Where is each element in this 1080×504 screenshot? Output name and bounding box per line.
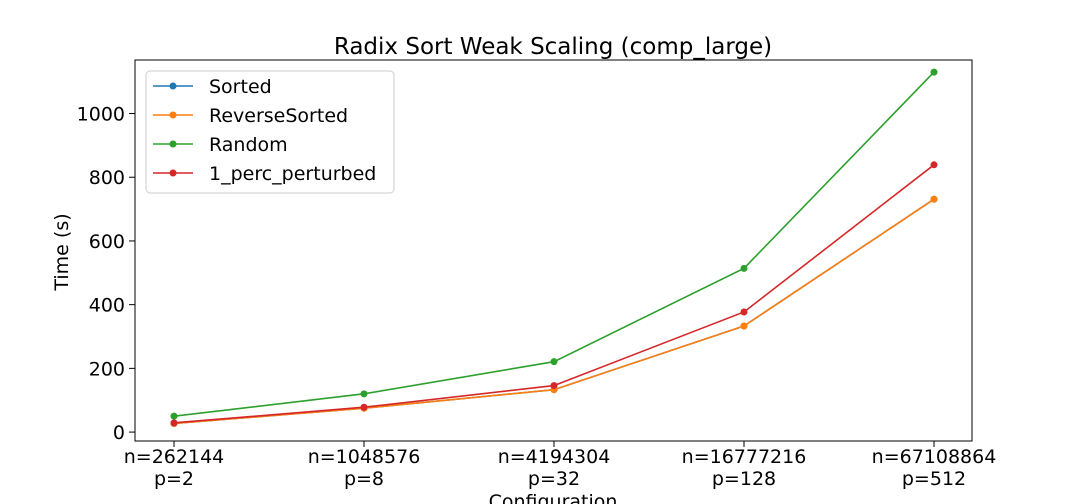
data-point-2-3 [740,264,748,272]
data-point-1-3 [740,322,748,330]
y-axis: 0 200 400 600 800 1000 [77,104,135,444]
data-point-2-1 [360,390,368,398]
x-tick-label: n=262144 [124,446,225,468]
y-axis-label: Time (s) [51,213,73,291]
data-point-3-4 [930,161,938,169]
legend-marker-0 [169,82,177,90]
data-point-3-0 [170,419,178,427]
data-point-2-0 [170,412,178,420]
legend-marker-2 [169,140,177,148]
x-tick-label: p=512 [902,468,966,490]
x-tick-label: n=4194304 [498,446,611,468]
data-point-2-4 [930,68,938,76]
data-point-2-2 [550,358,558,366]
x-tick-label: n=1048576 [308,446,421,468]
legend-box [145,70,395,194]
legend-marker-1 [169,111,177,119]
legend-label-0: Sorted [209,76,272,98]
y-tick-label: 400 [89,295,125,317]
data-point-3-3 [740,308,748,316]
plot-area [134,59,973,442]
x-tick-label: n=67108864 [872,446,997,468]
x-tick-label: p=128 [712,468,776,490]
x-tick-label: n=16777216 [682,446,807,468]
legend-marker-3 [169,169,177,177]
y-tick-label: 800 [89,167,125,189]
legend-label-3: 1_perc_perturbed [209,163,376,185]
legend: Sorted ReverseSorted Random 1_perc_perturbe… [145,70,395,194]
data-point-3-2 [550,382,558,390]
x-tick-label: p=8 [344,468,384,490]
data-point-3-1 [360,403,368,411]
x-tick-label: p=32 [528,468,580,490]
y-tick-label: 1000 [77,104,125,126]
legend-label-1: ReverseSorted [209,105,348,127]
y-tick-label: 200 [89,358,125,380]
data-point-1-4 [930,195,938,203]
x-axis-label: Configuration [489,491,618,504]
y-tick-label: 600 [89,231,125,253]
y-tick-label: 0 [113,422,125,444]
legend-label-2: Random [209,134,288,156]
x-tick-label: p=2 [154,468,194,490]
chart-title: Radix Sort Weak Scaling (comp_large) [334,34,772,60]
